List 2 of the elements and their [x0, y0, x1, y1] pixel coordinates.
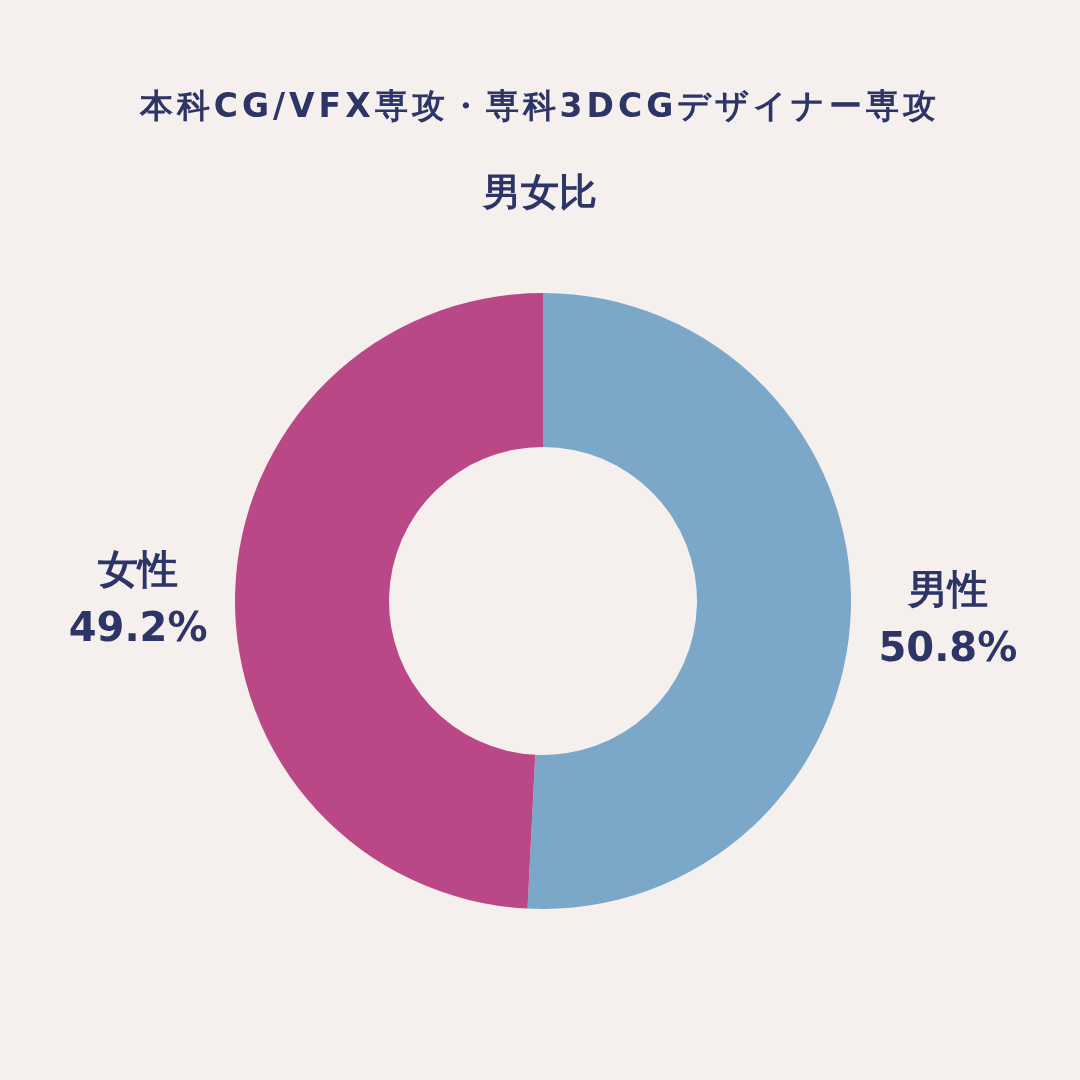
subtitle: 男女比: [483, 170, 597, 214]
title: 本科CG/VFX専攻・専科3DCGデザイナー専攻: [139, 86, 941, 125]
